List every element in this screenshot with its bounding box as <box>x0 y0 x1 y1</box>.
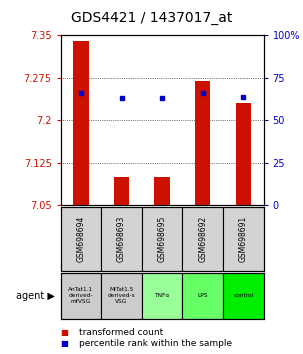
Bar <box>182 207 223 271</box>
Bar <box>61 207 101 271</box>
Bar <box>73 41 88 205</box>
Bar <box>223 207 264 271</box>
Text: control: control <box>233 293 253 298</box>
Bar <box>101 207 142 271</box>
Bar <box>61 273 101 319</box>
Bar <box>142 207 182 271</box>
Text: agent ▶: agent ▶ <box>16 291 55 301</box>
Bar <box>101 273 142 319</box>
Bar <box>236 103 251 205</box>
Text: TNFα: TNFα <box>155 293 170 298</box>
Text: ■: ■ <box>61 328 68 337</box>
Text: GSM698693: GSM698693 <box>117 216 126 262</box>
Text: transformed count: transformed count <box>79 328 163 337</box>
Text: GSM698691: GSM698691 <box>239 216 248 262</box>
Text: LPS: LPS <box>197 293 208 298</box>
Bar <box>195 81 210 205</box>
Bar <box>182 273 223 319</box>
Text: percentile rank within the sample: percentile rank within the sample <box>79 339 232 348</box>
Text: ■: ■ <box>61 339 68 348</box>
Bar <box>142 273 182 319</box>
Text: MiTat1.5
derived-s
VSG: MiTat1.5 derived-s VSG <box>108 287 135 304</box>
Text: GSM698695: GSM698695 <box>158 216 167 262</box>
Text: GDS4421 / 1437017_at: GDS4421 / 1437017_at <box>71 11 232 25</box>
Bar <box>223 273 264 319</box>
Text: GSM698692: GSM698692 <box>198 216 207 262</box>
Text: AnTat1.1
derived-
mfVSG: AnTat1.1 derived- mfVSG <box>68 287 93 304</box>
Bar <box>155 177 170 205</box>
Bar <box>114 177 129 205</box>
Text: GSM698694: GSM698694 <box>76 216 85 262</box>
